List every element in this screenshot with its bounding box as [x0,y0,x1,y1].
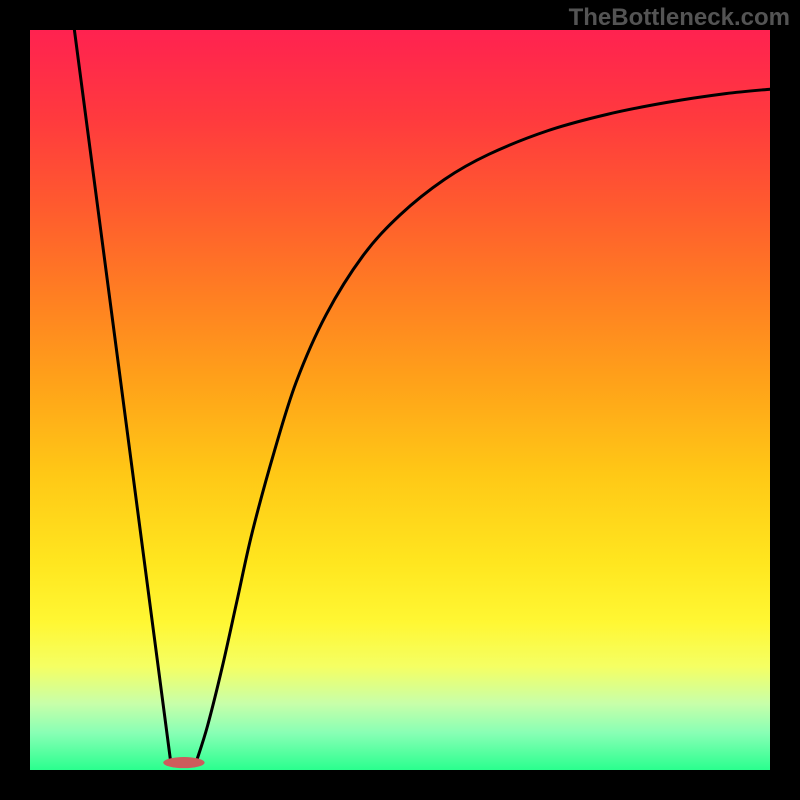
bottleneck-chart [0,0,800,800]
chart-container: TheBottleneck.com [0,0,800,800]
chart-background-gradient [30,30,770,770]
watermark-text: TheBottleneck.com [569,4,790,32]
optimal-marker [163,757,204,768]
